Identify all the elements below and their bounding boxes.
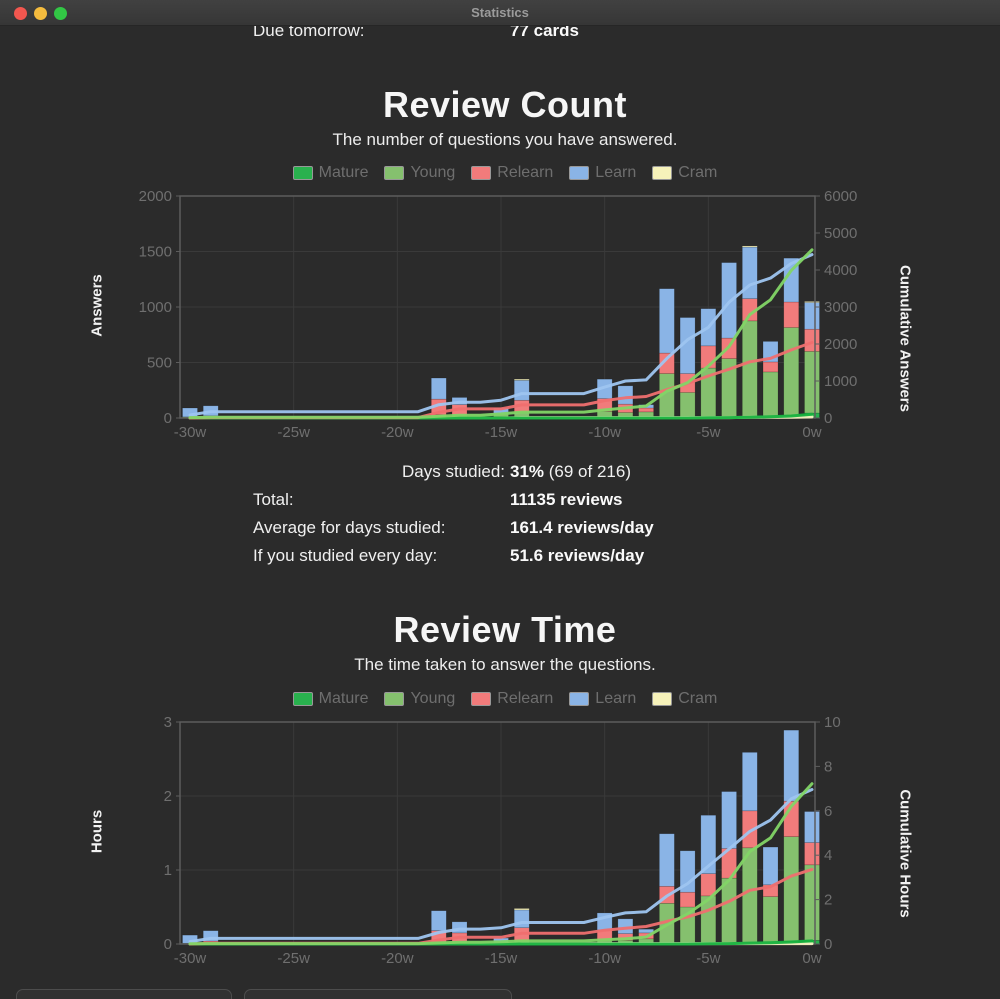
svg-text:-25w: -25w <box>277 424 310 441</box>
legend-label: Mature <box>318 164 369 181</box>
svg-text:0w: 0w <box>802 950 821 967</box>
close-button[interactable] <box>14 6 27 20</box>
total-value: 11135 reviews <box>510 490 623 509</box>
svg-text:-30w: -30w <box>174 424 207 441</box>
legend-item-young: Young <box>384 690 455 708</box>
legend-item-cram: Cram <box>652 164 717 182</box>
svg-text:-5w: -5w <box>696 424 720 441</box>
svg-text:0w: 0w <box>802 424 821 441</box>
average-days-studied-label: Average for days studied: <box>253 518 446 537</box>
review-time-title: Review Time <box>393 609 617 650</box>
svg-text:4000: 4000 <box>824 262 857 279</box>
svg-text:0: 0 <box>164 936 172 953</box>
svg-text:5000: 5000 <box>824 225 857 242</box>
window-title: Statistics <box>471 5 529 20</box>
relearn-swatch-icon <box>471 692 492 706</box>
average-days-studied-value: 161.4 reviews/day <box>510 518 654 537</box>
svg-text:-25w: -25w <box>277 950 310 967</box>
svg-text:4: 4 <box>824 847 832 864</box>
legend-label: Young <box>410 690 456 707</box>
svg-text:1000: 1000 <box>824 373 857 390</box>
svg-text:-10w: -10w <box>588 424 621 441</box>
minimize-button[interactable] <box>34 6 47 20</box>
svg-text:-20w: -20w <box>381 424 414 441</box>
relearn-swatch-icon <box>471 166 492 180</box>
footer-button-group-left[interactable] <box>16 989 232 999</box>
svg-text:1: 1 <box>164 862 172 879</box>
legend-item-learn: Learn <box>569 164 636 182</box>
legend-item-learn: Learn <box>569 690 636 708</box>
legend-label: Learn <box>595 690 637 707</box>
svg-text:3000: 3000 <box>824 299 857 316</box>
review-count-title: Review Count <box>382 84 628 125</box>
svg-text:2000: 2000 <box>824 336 857 353</box>
svg-text:-10w: -10w <box>588 950 621 967</box>
titlebar: Statistics <box>0 0 1000 26</box>
days-studied-value: 31% (69 of 216) <box>510 462 631 481</box>
svg-text:6: 6 <box>824 803 832 820</box>
mature-swatch-icon <box>292 166 313 180</box>
legend-label: Cram <box>678 690 718 707</box>
legend-item-cram: Cram <box>652 690 717 708</box>
svg-text:500: 500 <box>147 355 172 372</box>
days-studied-row: Days studied: 31% (69 of 216) <box>253 462 773 486</box>
learn-swatch-icon <box>569 692 590 706</box>
legend-item-young: Young <box>384 164 455 182</box>
svg-text:0: 0 <box>164 410 172 427</box>
studied-every-day-row: If you studied every day: 51.6 reviews/d… <box>253 546 773 570</box>
cram-swatch-icon <box>652 166 673 180</box>
average-days-studied-row: Average for days studied: 161.4 reviews/… <box>253 518 773 542</box>
cram-swatch-icon <box>652 692 673 706</box>
svg-text:-30w: -30w <box>174 950 207 967</box>
svg-text:-15w: -15w <box>485 950 518 967</box>
svg-text:1000: 1000 <box>139 299 172 316</box>
svg-text:0: 0 <box>824 410 832 427</box>
svg-text:2: 2 <box>824 892 832 909</box>
learn-swatch-icon <box>569 166 590 180</box>
young-swatch-icon <box>384 692 405 706</box>
svg-text:6000: 6000 <box>824 188 857 205</box>
studied-every-day-label: If you studied every day: <box>253 546 438 565</box>
total-label: Total: <box>253 490 294 509</box>
legend-item-mature: Mature <box>292 164 369 182</box>
legend-label: Learn <box>595 164 637 181</box>
legend-label: Young <box>410 164 456 181</box>
legend-label: Mature <box>318 690 369 707</box>
total-row: Total: 11135 reviews <box>253 490 773 514</box>
review-time-subtitle: The time taken to answer the questions. <box>354 655 656 674</box>
studied-every-day-value: 51.6 reviews/day <box>510 546 645 565</box>
zoom-button[interactable] <box>54 6 67 20</box>
svg-text:8: 8 <box>824 758 832 775</box>
legend-label: Relearn <box>497 164 554 181</box>
footer-button-group-right[interactable] <box>244 989 512 999</box>
review-count-subtitle: The number of questions you have answere… <box>332 130 678 149</box>
svg-text:2: 2 <box>164 788 172 805</box>
review-time-chart: 0 1 2 3 0 2 4 6 8 10 -30w -25w -20w -15w -10w -5w 0w <box>164 714 841 967</box>
review-count-chart: 0 500 1000 1500 2000 0 1000 2000 3000 4000 5000 600… <box>139 188 858 441</box>
svg-text:-15w: -15w <box>485 424 518 441</box>
review-time-legend: Mature Young Relearn Learn Cram <box>0 690 1000 708</box>
legend-item-relearn: Relearn <box>471 690 553 708</box>
legend-label: Relearn <box>497 690 554 707</box>
young-swatch-icon <box>384 166 405 180</box>
traffic-lights <box>14 0 67 26</box>
svg-text:10: 10 <box>824 714 841 731</box>
legend-label: Cram <box>678 164 718 181</box>
svg-text:-20w: -20w <box>381 950 414 967</box>
days-studied-label: Days studied: <box>402 462 505 481</box>
svg-text:1500: 1500 <box>139 244 172 261</box>
legend-item-mature: Mature <box>292 690 369 708</box>
svg-text:-5w: -5w <box>696 950 720 967</box>
mature-swatch-icon <box>292 692 313 706</box>
svg-text:0: 0 <box>824 936 832 953</box>
legend-item-relearn: Relearn <box>471 164 553 182</box>
svg-text:3: 3 <box>164 714 172 731</box>
review-count-legend: Mature Young Relearn Learn Cram <box>0 164 1000 182</box>
svg-text:2000: 2000 <box>139 188 172 205</box>
